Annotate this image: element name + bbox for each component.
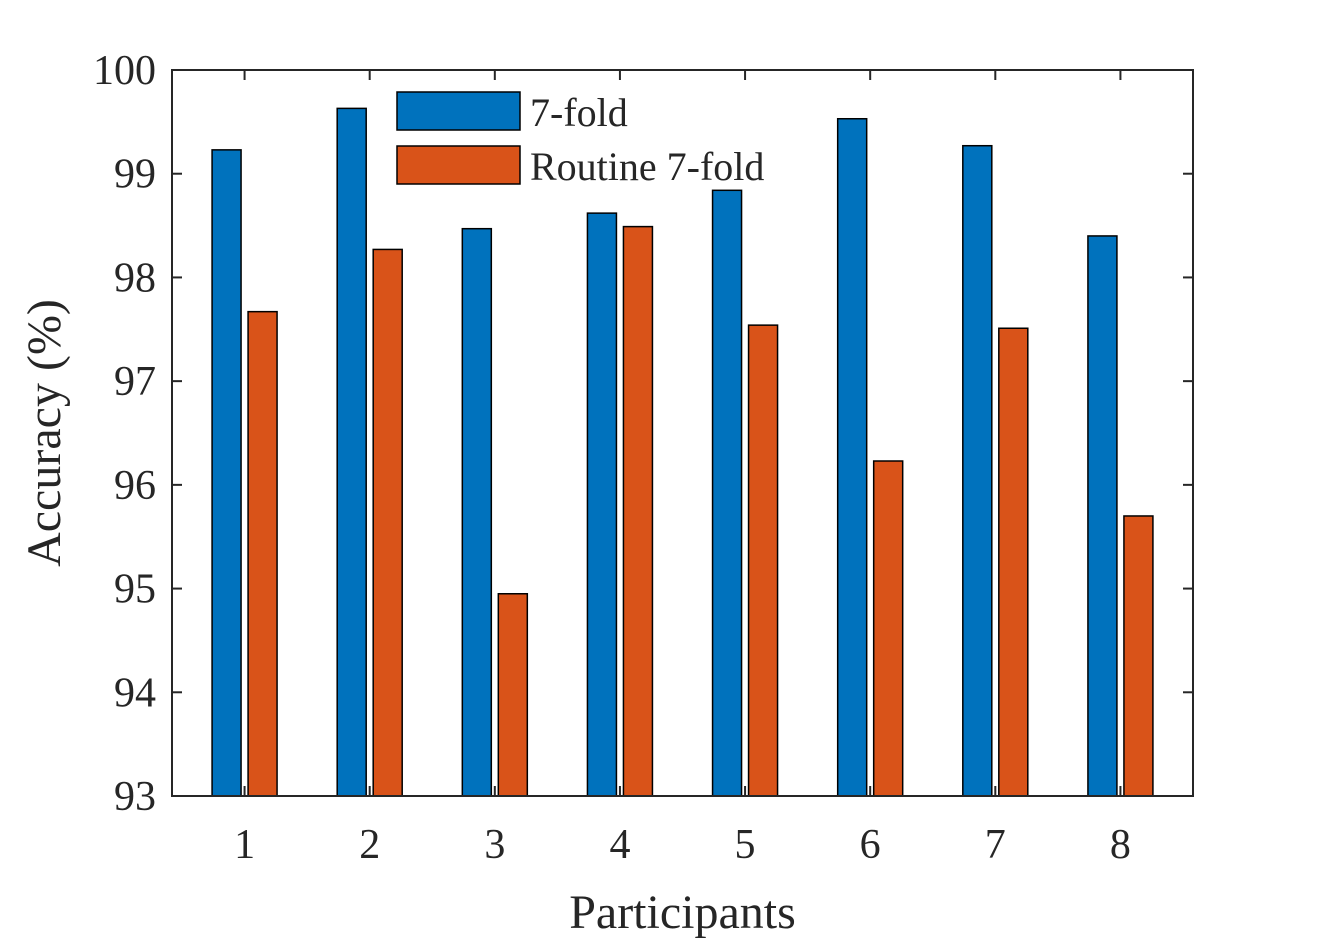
y-tick-label: 96	[114, 463, 156, 509]
y-tick-label: 95	[114, 567, 156, 613]
y-axis-title: Accuracy (%)	[18, 299, 71, 567]
bar-series-2-participant-3	[497, 593, 529, 797]
x-tick-label: 8	[1110, 822, 1131, 868]
y-tick-label: 94	[114, 670, 156, 716]
bar-series-1-participant-6	[836, 117, 868, 797]
y-tick-label: 97	[114, 359, 156, 405]
bar-series-1-participant-8	[1087, 235, 1118, 797]
x-tick-label: 1	[234, 822, 255, 868]
x-tick-label: 2	[359, 822, 380, 868]
bar-series-2-participant-8	[1123, 515, 1154, 797]
bar-series-1-participant-2	[336, 107, 367, 797]
bar-series-1-participant-1	[211, 149, 242, 797]
bar-series-1-participant-3	[461, 227, 493, 797]
x-tick-label: 4	[609, 822, 630, 868]
x-tick-label: 6	[860, 822, 881, 868]
bar-series-2-participant-4	[622, 225, 654, 797]
bar-series-2-participant-5	[747, 324, 779, 797]
plot-frame	[171, 69, 1194, 797]
bar-series-2-participant-6	[872, 460, 904, 797]
bar-series-2-participant-2	[372, 248, 403, 797]
x-tick-label: 5	[735, 822, 756, 868]
legend-label-routine-7-fold: Routine 7-fold	[530, 144, 764, 189]
legend-swatch-7-fold	[396, 91, 521, 131]
x-tick-label: 7	[985, 822, 1006, 868]
ticks-layer: 93 94 95 96 97 98 99 100 1 2 3 4 5 6 7 8	[93, 48, 1193, 868]
y-tick-label: 98	[114, 255, 156, 301]
bar-series-2-participant-1	[247, 310, 278, 797]
bar-series-1-participant-7	[962, 144, 993, 797]
x-axis-title: Participants	[569, 886, 796, 938]
y-tick-label: 100	[93, 48, 156, 94]
bar-series-1-participant-4	[586, 212, 618, 797]
bar-series-2-participant-7	[998, 327, 1029, 797]
y-tick-label: 99	[114, 152, 156, 198]
x-tick-label: 3	[484, 822, 505, 868]
bars-layer	[211, 107, 1154, 797]
legend-label-7-fold: 7-fold	[530, 90, 628, 135]
y-tick-label: 93	[114, 774, 156, 820]
legend: 7-fold Routine 7-fold	[396, 90, 764, 189]
bar-series-1-participant-5	[711, 189, 743, 797]
legend-swatch-routine-7-fold	[396, 145, 521, 185]
